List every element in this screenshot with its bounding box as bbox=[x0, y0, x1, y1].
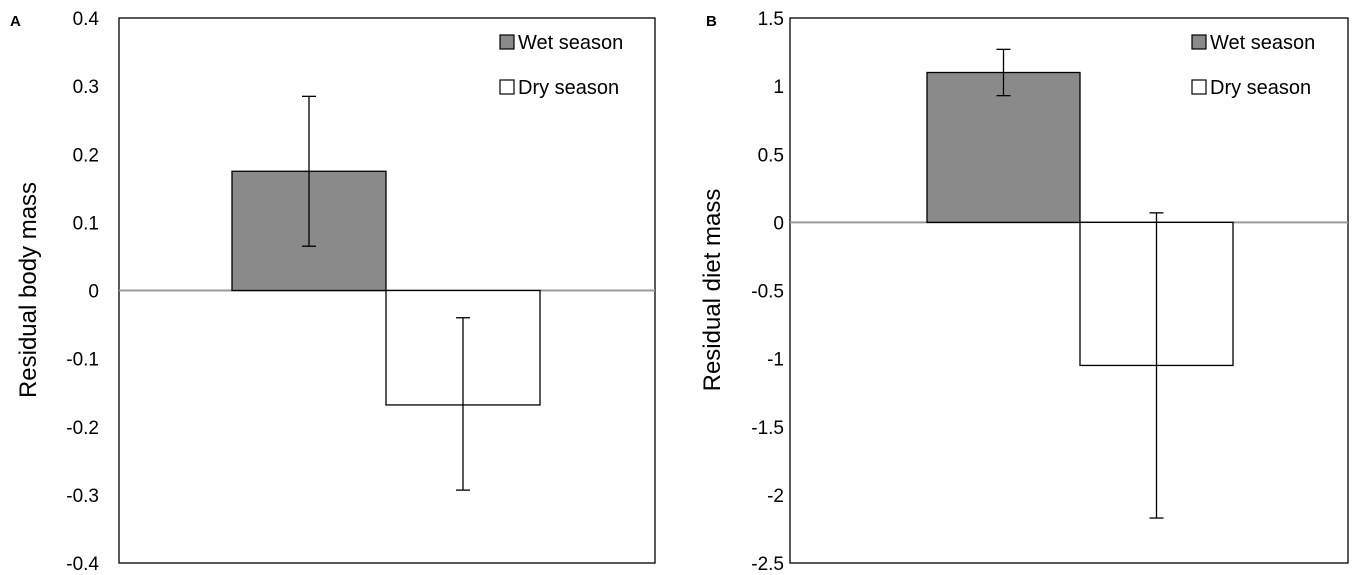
legend: Wet season Dry season bbox=[1191, 32, 1315, 99]
y-tick-label: 0 bbox=[88, 282, 99, 303]
panel-letter: A bbox=[10, 13, 21, 30]
y-tick-label: -0.5 bbox=[751, 282, 784, 303]
legend-swatch bbox=[1191, 34, 1207, 50]
y-tick-label: 1 bbox=[773, 77, 784, 98]
y-tick-label: 1.5 bbox=[758, 9, 784, 30]
y-tick-label: -0.3 bbox=[66, 486, 99, 507]
y-tick-label: -1.5 bbox=[751, 418, 784, 439]
error-bar bbox=[996, 48, 1011, 97]
bar-wet-season bbox=[926, 71, 1081, 224]
y-tick-label: -0.2 bbox=[66, 418, 99, 439]
legend-swatch bbox=[1191, 79, 1207, 95]
legend-item: Wet season bbox=[1191, 32, 1315, 54]
y-tick-label: -0.4 bbox=[66, 554, 99, 575]
y-axis-label: Residual diet mass bbox=[699, 189, 726, 392]
y-tick-labels: -0.4 -0.3 -0.2 -0.1 0 0.1 0.2 0.3 0.4 bbox=[66, 9, 99, 575]
legend-swatch bbox=[499, 34, 515, 50]
legend-label: Dry season bbox=[518, 77, 619, 99]
y-tick-labels: -2.5 -2 -1.5 -1 -0.5 0 0.5 1 1.5 bbox=[751, 9, 784, 575]
bars bbox=[926, 71, 1234, 367]
legend-label: Dry season bbox=[1210, 77, 1311, 99]
legend-label: Wet season bbox=[1210, 32, 1315, 54]
legend-item: Wet season bbox=[499, 32, 623, 54]
legend-label: Wet season bbox=[518, 32, 623, 54]
error-bars bbox=[302, 95, 470, 491]
y-tick-label: 0.3 bbox=[73, 77, 99, 98]
panel-a: A Residual body mass -0.4 -0.3 -0.2 -0.1 0 0.… bbox=[10, 9, 656, 575]
y-tick-label: 0.1 bbox=[73, 213, 99, 234]
y-tick-label: -0.1 bbox=[66, 350, 99, 371]
y-tick-label: 0.2 bbox=[73, 145, 99, 166]
legend-item: Dry season bbox=[1191, 77, 1311, 99]
y-tick-label: 0.5 bbox=[758, 145, 784, 166]
panel-b: B Residual diet mass -2.5 -2 -1.5 -1 -0.5 0 0.… bbox=[699, 9, 1349, 575]
error-bar bbox=[1149, 212, 1164, 519]
y-tick-label: -2 bbox=[767, 486, 784, 507]
error-bar bbox=[456, 317, 470, 491]
legend-swatch bbox=[499, 79, 515, 95]
legend: Wet season Dry season bbox=[499, 32, 623, 99]
y-axis-label: Residual body mass bbox=[15, 182, 42, 398]
error-bars bbox=[996, 48, 1164, 519]
y-tick-label: 0.4 bbox=[73, 9, 100, 30]
panel-letter: B bbox=[706, 13, 717, 30]
plot-frame bbox=[789, 17, 1349, 564]
y-tick-label: -1 bbox=[767, 350, 784, 371]
legend-item: Dry season bbox=[499, 77, 619, 99]
y-tick-label: 0 bbox=[773, 213, 784, 234]
y-tick-label: -2.5 bbox=[751, 554, 784, 575]
bars bbox=[231, 170, 541, 406]
error-bar bbox=[302, 95, 316, 247]
